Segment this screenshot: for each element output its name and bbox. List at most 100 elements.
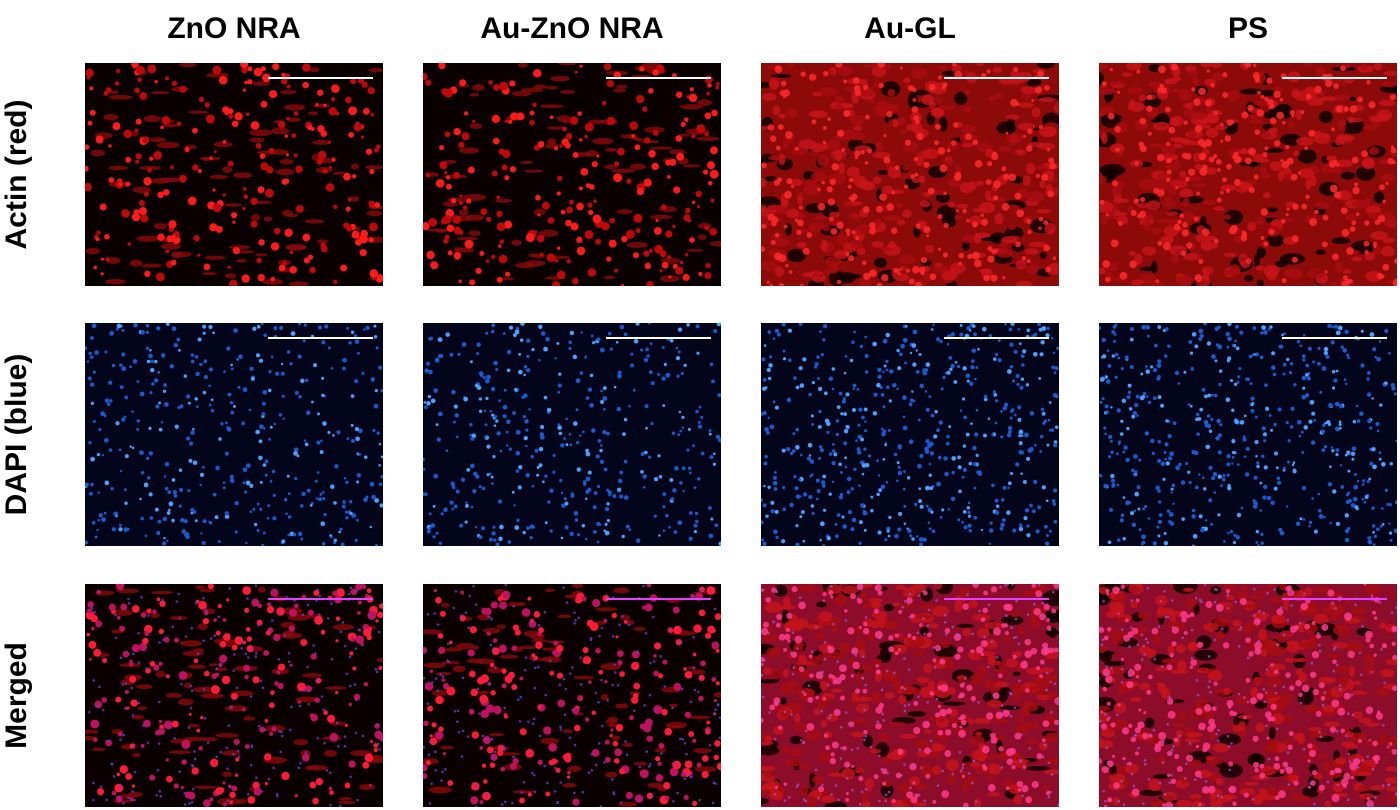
spread-cell — [271, 668, 290, 675]
nucleus — [828, 492, 832, 496]
nucleus — [820, 480, 826, 485]
round-cell — [131, 212, 141, 222]
nucleus — [999, 526, 1004, 531]
nucleus — [1255, 529, 1260, 534]
nucleus — [461, 729, 465, 733]
nucleus — [451, 507, 454, 511]
nucleus — [919, 453, 924, 459]
nucleus — [492, 455, 496, 458]
round-cell — [498, 644, 507, 653]
nucleus — [494, 666, 497, 669]
round-cell — [307, 609, 314, 616]
round-cell — [155, 730, 161, 736]
round-cell — [479, 800, 484, 805]
nucleus — [882, 338, 888, 344]
round-cell — [636, 94, 645, 104]
nucleus — [589, 402, 594, 408]
nucleus — [233, 328, 238, 333]
nucleus — [1120, 367, 1124, 371]
nucleus — [1129, 365, 1134, 369]
nucleus — [374, 544, 379, 546]
nucleus — [306, 665, 309, 669]
nucleus — [102, 708, 105, 712]
nucleus — [688, 536, 693, 541]
nucleus — [959, 323, 963, 327]
nucleus — [262, 463, 267, 467]
nucleus — [799, 515, 803, 519]
round-cell — [149, 660, 156, 667]
nucleus — [342, 500, 346, 504]
cell — [1185, 65, 1197, 72]
nucleus — [769, 424, 775, 430]
round-cell — [664, 727, 673, 736]
round-cell — [556, 191, 561, 196]
round-cell — [171, 720, 179, 728]
spread-cell — [616, 209, 633, 215]
nucleus — [761, 357, 766, 362]
round-cell — [139, 92, 148, 100]
bright-cell — [836, 221, 844, 229]
nucleus — [919, 542, 924, 546]
cell — [1306, 96, 1325, 106]
round-cell — [591, 271, 596, 275]
round-cell — [652, 69, 659, 76]
round-cell — [591, 749, 600, 757]
cell — [1105, 210, 1119, 221]
nucleus — [559, 728, 563, 731]
nucleus — [1292, 469, 1297, 474]
spread-cell — [250, 214, 261, 221]
nucleus — [526, 354, 530, 359]
round-cell — [323, 103, 327, 107]
cell — [1033, 164, 1049, 170]
nucleus — [876, 492, 880, 497]
nucleus — [423, 745, 426, 749]
cell — [846, 166, 860, 178]
nucleus — [1033, 351, 1038, 357]
round-cell — [438, 646, 446, 655]
bright-cell — [1173, 223, 1181, 231]
round-cell — [178, 174, 187, 183]
nucleus — [255, 429, 261, 435]
nucleus — [892, 382, 897, 388]
bright-cell — [912, 265, 920, 274]
round-cell — [247, 79, 253, 85]
nucleus — [89, 491, 93, 496]
spread-cell — [600, 663, 622, 670]
bright-cell — [1297, 171, 1302, 175]
cell — [1145, 179, 1161, 185]
nucleus — [776, 332, 781, 337]
nucleus — [286, 350, 291, 354]
bright-cell — [1159, 83, 1164, 89]
bright-cell — [1139, 210, 1147, 218]
nucleus — [240, 641, 244, 644]
cell — [1170, 255, 1180, 263]
cell — [975, 180, 984, 186]
bright-cell — [1213, 154, 1218, 159]
nucleus — [1117, 356, 1121, 360]
round-cell — [442, 682, 450, 690]
bright-cell — [894, 165, 900, 171]
nucleus — [1213, 393, 1218, 398]
cell — [1285, 217, 1294, 222]
nucleus — [1053, 519, 1058, 524]
nucleus — [818, 456, 822, 460]
round-cell — [634, 144, 641, 151]
nucleus — [928, 462, 932, 466]
spread-cell — [499, 654, 519, 659]
bright-cell — [1260, 208, 1269, 216]
cell — [1291, 88, 1300, 99]
round-cell — [124, 689, 129, 695]
gap — [761, 797, 769, 805]
round-cell — [157, 191, 164, 199]
nucleus — [943, 456, 948, 461]
nucleus — [1051, 337, 1054, 340]
round-cell — [215, 630, 221, 636]
spread-cell — [600, 694, 609, 701]
nucleus — [826, 430, 830, 434]
bright-cell — [1324, 270, 1328, 274]
nucleus — [769, 355, 773, 359]
nucleus — [946, 343, 950, 346]
round-cell — [209, 156, 213, 160]
cell — [1127, 86, 1143, 95]
bright-cell — [916, 132, 924, 141]
